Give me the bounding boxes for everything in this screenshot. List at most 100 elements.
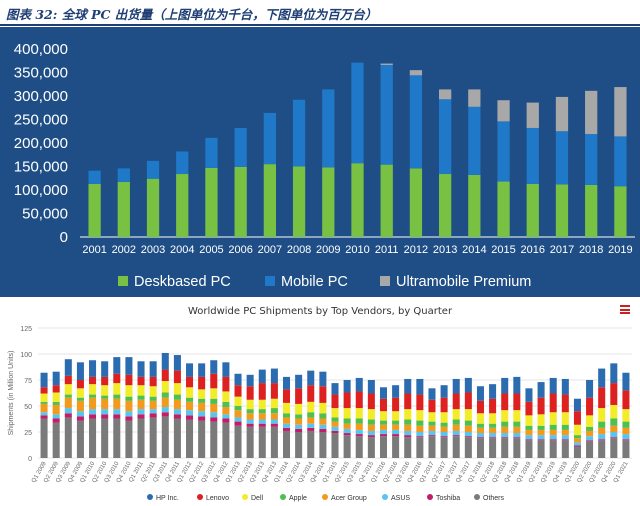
bar-dell-q2-2016 <box>392 411 400 421</box>
bar-dell-q3-2015 <box>355 408 363 419</box>
bar-asus-q4-2019 <box>561 435 569 440</box>
bar-hp-inc-q3-2019 <box>549 377 557 394</box>
legend-marker-lenovo[interactable] <box>197 494 203 500</box>
bar-hp-inc-q3-2020 <box>598 368 606 388</box>
bar-others-q1-2020 <box>573 446 581 458</box>
bar-lenovo-q3-2016 <box>404 393 412 410</box>
bar-hp-inc-q4-2011 <box>173 355 181 371</box>
legend-marker-asus[interactable] <box>382 494 388 500</box>
x-tick-label: 2016 <box>521 244 545 256</box>
bar-apple-q3-2014 <box>307 412 315 418</box>
bar-lenovo-q4-2010 <box>125 374 133 386</box>
bar-toshiba-q2-2016 <box>392 434 400 437</box>
bar-others-q3-2012 <box>210 421 218 458</box>
bar-ultramobile-premium-2019 <box>614 87 627 137</box>
bar-deskbased-pc-2002 <box>117 182 130 237</box>
x-tick-label: 2010 <box>345 244 369 256</box>
bar-acer-group-q1-2020 <box>573 438 581 443</box>
bar-acer-group-q4-2016 <box>416 425 424 432</box>
legend-label-toshiba[interactable]: Toshiba <box>436 495 460 502</box>
bar-lenovo-q2-2015 <box>343 392 351 409</box>
bar-dell-q3-2013 <box>258 399 266 410</box>
bar-dell-q4-2015 <box>367 409 375 420</box>
y-tick-label: 50,000 <box>22 206 68 223</box>
legend-label-acer-group[interactable]: Acer Group <box>331 495 367 502</box>
bar-asus-q3-2020 <box>598 434 606 440</box>
bar-lenovo-q2-2020 <box>586 397 594 416</box>
bar-acer-group-q4-2012 <box>222 407 230 415</box>
bar-others-q3-2015 <box>355 436 363 458</box>
legend-label-dell[interactable]: Dell <box>251 495 264 502</box>
legend-label-hp-inc[interactable]: HP Inc. <box>156 495 179 502</box>
bar-toshiba-q1-2017 <box>428 435 436 437</box>
bar-lenovo-q4-2014 <box>319 386 327 403</box>
bar-apple-q1-2009 <box>40 401 48 404</box>
bar-asus-q3-2017 <box>452 430 460 436</box>
bar-acer-group-q1-2009 <box>40 403 48 413</box>
bar-acer-group-q1-2013 <box>234 410 242 418</box>
bar-others-q1-2013 <box>234 425 242 458</box>
bar-deskbased-pc-2017 <box>555 184 569 237</box>
bar-asus-q1-2019 <box>525 435 533 440</box>
bar-acer-group-q3-2014 <box>307 417 315 424</box>
bar-acer-group-q3-2009 <box>64 397 72 409</box>
bar-lenovo-q1-2015 <box>331 394 339 409</box>
legend-marker-apple[interactable] <box>280 494 286 500</box>
bar-others-q3-2013 <box>258 426 266 458</box>
x-tick-label: 2013 <box>433 244 457 256</box>
y-tick-label: 0 <box>28 456 32 463</box>
legend-label-asus[interactable]: ASUS <box>391 495 410 502</box>
bar-mobile-pc-2008 <box>292 99 306 167</box>
bar-asus-q2-2020 <box>586 436 594 441</box>
x-tick-label: 2014 <box>462 244 486 256</box>
bar-hp-inc-q1-2016 <box>379 387 388 399</box>
legend-label-apple[interactable]: Apple <box>289 495 307 502</box>
bar-dell-q2-2010 <box>101 385 109 396</box>
bar-lenovo-q3-2020 <box>598 387 606 409</box>
legend-swatch-deskbased-pc <box>118 276 128 286</box>
legend-marker-dell[interactable] <box>242 494 248 500</box>
bar-apple-q1-2014 <box>282 413 291 418</box>
bar-dell-q2-2018 <box>489 413 497 424</box>
chart-menu-icon[interactable] <box>620 305 630 314</box>
bar-mobile-pc-2012 <box>409 75 423 169</box>
bar-asus-q1-2013 <box>234 417 242 422</box>
legend-marker-toshiba[interactable] <box>427 494 433 500</box>
bar-hp-inc-q2-2020 <box>586 380 594 398</box>
bar-apple-q3-2011 <box>161 392 169 398</box>
bar-acer-group-q4-2018 <box>513 426 521 434</box>
legend-label-others[interactable]: Others <box>483 495 505 502</box>
bar-toshiba-q1-2011 <box>137 414 145 419</box>
legend-marker-acer-group[interactable] <box>322 494 328 500</box>
bar-acer-group-q4-2014 <box>319 418 327 425</box>
bar-hp-inc-q2-2009 <box>52 371 60 386</box>
bar-hp-inc-q2-2017 <box>440 385 448 398</box>
bar-deskbased-pc-2011 <box>380 164 393 237</box>
bar-asus-q2-2018 <box>489 433 497 438</box>
bar-lenovo-q3-2019 <box>549 393 557 413</box>
legend-marker-hp-inc[interactable] <box>147 494 153 500</box>
bar-deskbased-pc-2006 <box>234 166 247 237</box>
bar-others-q3-2020 <box>598 440 606 458</box>
legend-marker-others[interactable] <box>474 494 480 500</box>
bar-dell-q2-2013 <box>246 399 254 410</box>
bar-lenovo-q1-2014 <box>282 389 291 403</box>
legend-label-lenovo[interactable]: Lenovo <box>206 495 229 502</box>
bar-asus-q4-2009 <box>76 411 84 417</box>
bar-asus-q4-2010 <box>125 411 133 417</box>
bar-others-q3-2018 <box>501 438 509 458</box>
bar-others-q3-2019 <box>549 440 557 458</box>
x-tick-label: 2004 <box>170 244 194 256</box>
bar-lenovo-q1-2009 <box>40 387 48 394</box>
bar-others-q4-2011 <box>173 418 181 458</box>
bar-asus-q2-2015 <box>343 428 351 434</box>
bar-mobile-pc-2010 <box>351 62 364 164</box>
bar-hp-inc-q2-2015 <box>343 380 351 393</box>
legend-swatch-mobile-pc <box>265 276 275 286</box>
bar-hp-inc-q1-2012 <box>186 363 194 377</box>
bar-mobile-pc-2015 <box>497 121 510 182</box>
bar-apple-q1-2011 <box>137 395 145 400</box>
x-tick-label: 2019 <box>608 244 632 256</box>
bar-dell-q4-2019 <box>561 412 569 425</box>
bar-hp-inc-q4-2010 <box>125 357 133 375</box>
